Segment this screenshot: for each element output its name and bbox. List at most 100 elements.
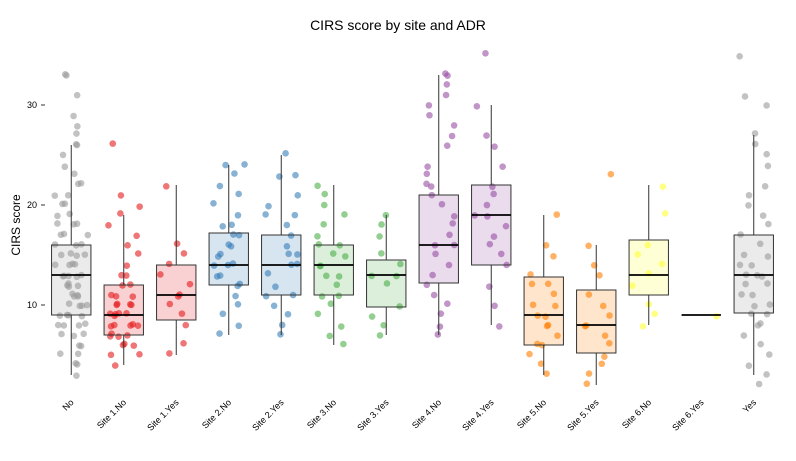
- data-point: [58, 330, 65, 338]
- data-point: [427, 183, 435, 190]
- data-point: [376, 233, 383, 240]
- data-point: [659, 183, 667, 191]
- data-point: [61, 163, 69, 171]
- data-point: [157, 271, 164, 278]
- data-point: [210, 199, 217, 207]
- data-point: [661, 210, 669, 217]
- data-point: [73, 141, 81, 149]
- data-point: [234, 301, 242, 308]
- data-point: [376, 332, 384, 339]
- data-point: [434, 331, 442, 338]
- data-point: [759, 212, 767, 219]
- data-point: [446, 231, 453, 239]
- data-point: [216, 182, 224, 190]
- data-point: [70, 332, 78, 340]
- data-point: [335, 273, 343, 280]
- data-point: [482, 50, 489, 57]
- data-point: [291, 211, 299, 219]
- data-point: [67, 250, 75, 257]
- data-point: [130, 342, 138, 349]
- data-point: [736, 52, 743, 60]
- box: [628, 239, 669, 296]
- data-point: [75, 322, 83, 329]
- data-point: [117, 192, 125, 199]
- data-point: [658, 260, 666, 268]
- data-point: [283, 242, 291, 250]
- data-point: [495, 323, 503, 330]
- data-point: [217, 250, 224, 258]
- data-point: [81, 251, 89, 258]
- data-point: [65, 300, 73, 307]
- data-point: [66, 210, 73, 218]
- x-tick-label: Site 4.No: [410, 397, 443, 430]
- data-point: [74, 282, 82, 290]
- data-point: [763, 102, 770, 109]
- data-point: [78, 241, 85, 248]
- x-tick-label: Site 5.Yes: [565, 397, 601, 433]
- data-point: [764, 162, 772, 170]
- x-tick-label: Site 6.No: [620, 397, 653, 430]
- data-point: [320, 221, 327, 228]
- data-point: [442, 91, 450, 99]
- data-point: [644, 241, 651, 249]
- data-point: [450, 122, 458, 129]
- data-point: [262, 211, 269, 218]
- data-point: [232, 292, 239, 300]
- data-point: [65, 283, 73, 290]
- data-point: [526, 350, 533, 358]
- data-point: [234, 211, 242, 219]
- data-point: [449, 220, 457, 227]
- data-point: [123, 262, 131, 269]
- data-point: [553, 211, 561, 218]
- data-point: [264, 270, 272, 277]
- data-point: [111, 362, 119, 369]
- data-point: [81, 320, 89, 328]
- data-point: [70, 112, 77, 120]
- data-point: [491, 143, 498, 150]
- x-tick-label: Site 2.Yes: [250, 397, 286, 433]
- data-point: [71, 170, 78, 178]
- data-point: [490, 190, 497, 198]
- data-point: [129, 293, 137, 300]
- data-point: [73, 361, 81, 368]
- data-point: [136, 203, 143, 210]
- data-point: [113, 301, 120, 309]
- data-point: [757, 340, 764, 348]
- data-point: [745, 202, 752, 209]
- data-point: [751, 140, 759, 148]
- data-point: [425, 102, 433, 109]
- data-point: [497, 250, 505, 258]
- data-point: [235, 190, 242, 198]
- data-point: [426, 111, 433, 119]
- data-point: [552, 302, 559, 310]
- data-point: [63, 72, 70, 79]
- data-point: [748, 310, 755, 317]
- data-point: [601, 332, 609, 340]
- data-point: [756, 240, 764, 248]
- data-point: [77, 342, 85, 350]
- data-point: [57, 251, 65, 259]
- chart-title: CIRS score by site and ADR: [310, 17, 486, 33]
- data-point: [118, 271, 125, 279]
- data-point: [754, 322, 762, 329]
- data-point: [340, 340, 347, 348]
- data-point: [490, 233, 498, 240]
- data-point: [585, 370, 593, 377]
- data-point: [341, 253, 349, 260]
- data-point: [315, 240, 323, 248]
- data-point: [127, 322, 134, 329]
- x-tick-label: No: [60, 397, 75, 412]
- data-point: [107, 351, 115, 359]
- data-point: [599, 302, 607, 310]
- data-point: [529, 301, 537, 309]
- data-point: [486, 240, 494, 248]
- data-point: [133, 232, 140, 240]
- data-point: [383, 280, 391, 287]
- data-point: [84, 231, 92, 239]
- data-point: [73, 91, 81, 99]
- data-point: [283, 221, 291, 229]
- data-point: [320, 201, 328, 209]
- data-point: [78, 312, 86, 320]
- box: [471, 184, 512, 266]
- data-point: [285, 250, 292, 258]
